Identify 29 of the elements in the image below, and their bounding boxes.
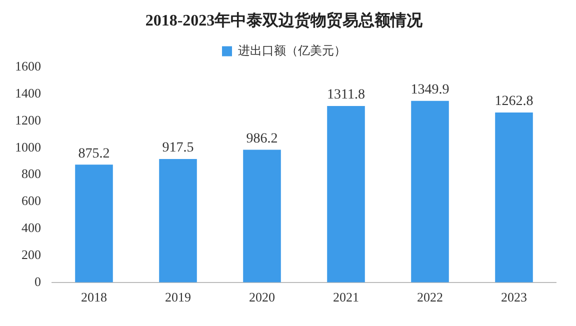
- y-tick-label: 1600: [15, 58, 41, 74]
- data-label: 917.5: [162, 140, 194, 156]
- y-tick-label: 600: [22, 193, 41, 208]
- x-tick-label: 2023: [501, 290, 527, 305]
- bar: [243, 150, 281, 282]
- x-tick-label: 2021: [333, 290, 359, 305]
- chart-title: 2018-2023年中泰双边货物贸易总额情况: [145, 12, 424, 30]
- legend-label: 进出口额（亿美元）: [238, 44, 346, 58]
- y-tick-label: 1400: [15, 86, 41, 101]
- bar: [75, 164, 113, 282]
- data-label: 986.2: [246, 131, 278, 146]
- bar: [411, 100, 449, 282]
- y-tick-label: 0: [34, 274, 41, 289]
- data-label: 1262.8: [494, 94, 534, 110]
- data-label: 1349.9: [410, 82, 450, 98]
- y-tick-label: 800: [22, 166, 41, 182]
- bar: [327, 106, 365, 282]
- y-tick-label: 400: [22, 220, 41, 236]
- x-tick-label: 2020: [249, 290, 275, 305]
- bar: [495, 112, 533, 282]
- y-tick-label: 200: [22, 246, 41, 262]
- x-tick-label: 2019: [165, 290, 191, 305]
- x-tick-label: 2022: [417, 290, 443, 305]
- bar: [159, 158, 197, 282]
- x-tick-label: 2018: [81, 290, 107, 305]
- data-label: 1311.8: [327, 88, 365, 103]
- data-label: 875.2: [78, 146, 110, 162]
- y-tick-label: 1000: [15, 139, 41, 154]
- y-tick-label: 1200: [15, 112, 41, 128]
